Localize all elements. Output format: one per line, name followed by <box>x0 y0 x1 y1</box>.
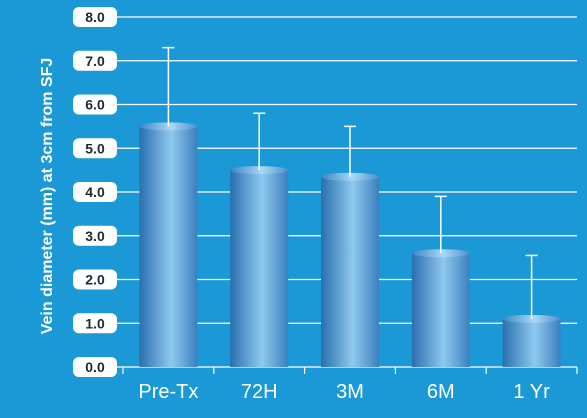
y-tick-box <box>73 7 117 27</box>
y-tick-box <box>73 182 117 202</box>
bar <box>502 318 561 367</box>
bar <box>139 126 198 367</box>
y-tick-label: 3.0 <box>85 228 105 244</box>
y-tick-label: 1.0 <box>85 315 105 331</box>
y-tick-box <box>73 138 117 159</box>
y-tick-box <box>73 50 117 71</box>
error-bars <box>162 46 538 319</box>
y-tick-labels: 0.0 1.0 2.0 3.0 4.0 5.0 6.0 7.0 8.0 <box>73 7 117 377</box>
y-tick-box <box>73 313 117 334</box>
y-axis-label: Vein diameter (mm) at 3cm from SFJ <box>39 58 56 335</box>
bar <box>230 170 289 367</box>
y-tick-label: 2.0 <box>85 272 105 288</box>
x-tick-label: Pre-Tx <box>138 381 198 403</box>
x-tick-label: 1 Yr <box>513 381 550 403</box>
x-tick-labels: Pre-Tx 72H 3M 6M 1 Yr <box>138 381 550 403</box>
y-tick-label: 6.0 <box>85 97 105 113</box>
y-tick-box <box>73 269 117 290</box>
y-tick-label: 5.0 <box>85 140 105 156</box>
y-tick-box <box>73 357 117 377</box>
x-tick-label: 6M <box>427 381 455 403</box>
y-tick-box <box>73 225 117 246</box>
y-tick-label: 8.0 <box>85 9 105 25</box>
y-tick-label: 4.0 <box>85 184 105 200</box>
y-tick-box <box>73 94 117 115</box>
x-tick-label: 72H <box>241 381 278 403</box>
y-tick-label: 0.0 <box>85 359 105 375</box>
bar <box>321 176 379 367</box>
bar <box>411 253 470 367</box>
y-tick-label: 7.0 <box>85 53 105 69</box>
x-tick-label: 3M <box>336 381 364 403</box>
